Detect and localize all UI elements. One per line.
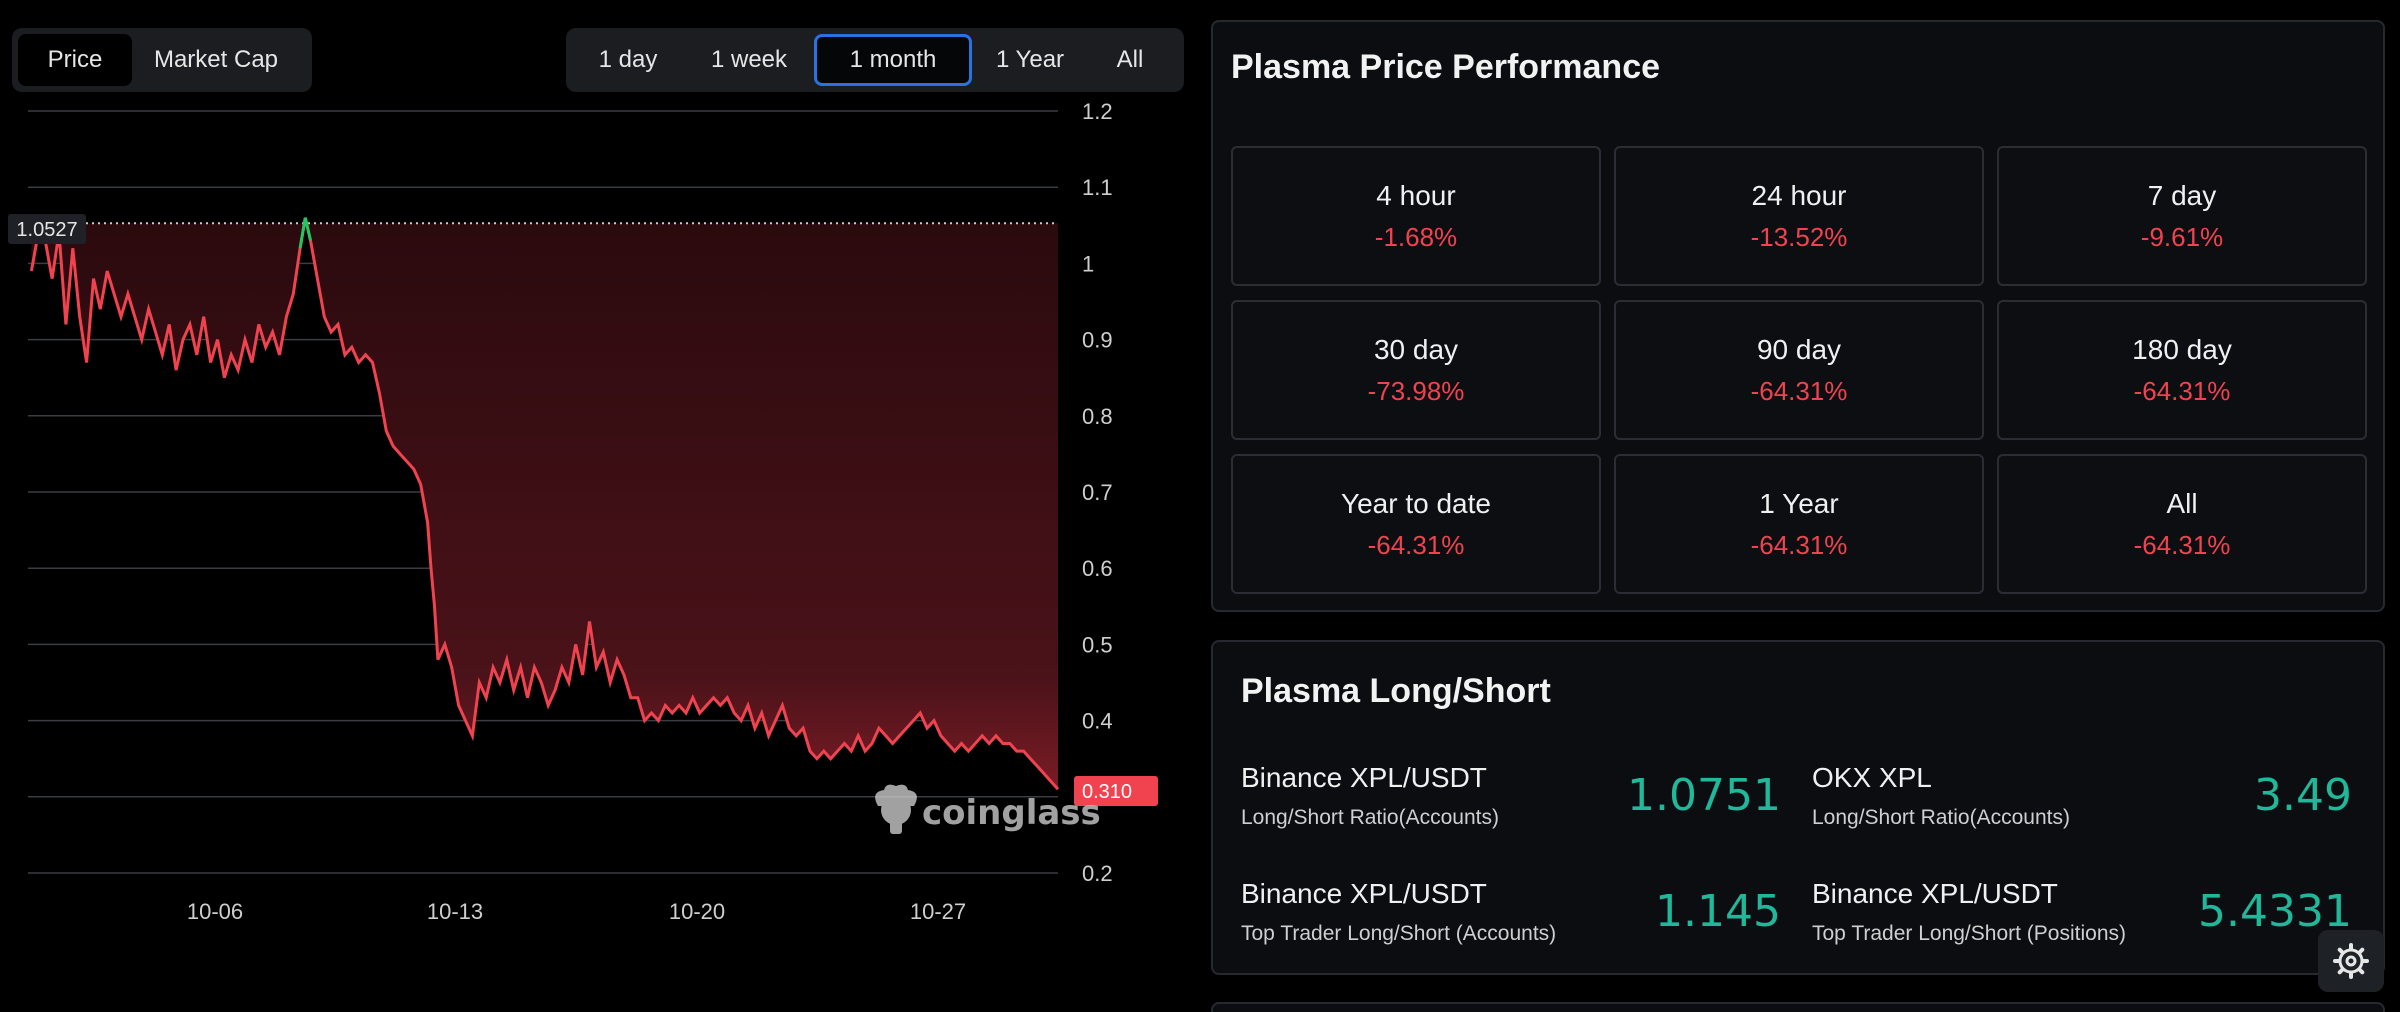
ls-metric-label: Long/Short Ratio(Accounts) (1241, 806, 1499, 829)
range-all[interactable]: All (1116, 46, 1144, 73)
ls-pair-name: OKX XPL (1812, 762, 1932, 793)
y-tick-label: 0.9 (1082, 328, 1113, 353)
long-short-panel: Plasma Long/Short Binance XPL/USDT Long/… (1211, 640, 2385, 975)
long-short-item[interactable]: OKX XPL Long/Short Ratio(Accounts) 3.49 (1812, 762, 2352, 852)
y-tick-label: 0.5 (1082, 632, 1113, 657)
perf-value: -64.31% (2133, 375, 2231, 406)
perf-value: -1.68% (1374, 221, 1458, 252)
perf-cell-30-day: 30 day -73.98% (1231, 300, 1601, 440)
perf-label: 180 day (2132, 333, 2232, 365)
range-1-day[interactable]: 1 day (598, 46, 658, 73)
perf-label: 4 hour (1376, 179, 1456, 211)
y-axis-ticks: 1.21.110.90.80.70.60.50.40.30.2 (1082, 99, 1113, 886)
price-area-fill (31, 217, 1058, 790)
x-tick-label: 10-20 (669, 899, 725, 924)
price-line (29, 217, 1060, 791)
settings-button[interactable] (2318, 930, 2384, 992)
ls-metric-label: Long/Short Ratio(Accounts) (1812, 806, 2070, 829)
performance-grid: 4 hour -1.68% 24 hour -13.52% 7 day -9.61% … (1231, 146, 2367, 594)
perf-value: -73.98% (1367, 375, 1465, 406)
y-tick-label: 0.8 (1082, 404, 1113, 429)
perf-label: 1 Year (1759, 487, 1839, 519)
time-range-toggle: 1 day 1 week 1 month 1 Year All (566, 28, 1184, 92)
y-tick-label: 0.6 (1082, 556, 1113, 581)
ls-ratio-value: 3.49 (2254, 770, 2352, 821)
x-axis-ticks: 10-06 10-13 10-20 10-27 (187, 899, 966, 924)
y-tick-label: 1 (1082, 251, 1094, 276)
coinglass-logo-icon (875, 784, 917, 834)
tab-market-cap[interactable]: Market Cap (153, 46, 279, 73)
high-price-label: 1.0527 (8, 214, 86, 244)
y-tick-label: 1.2 (1082, 99, 1113, 124)
x-tick-label: 10-13 (427, 899, 483, 924)
perf-value: -64.31% (1367, 529, 1465, 560)
range-1-year[interactable]: 1 Year (995, 46, 1065, 73)
perf-value: -9.61% (2140, 221, 2224, 252)
perf-value: -64.31% (1750, 375, 1848, 406)
price-chart[interactable]: 1.21.110.90.80.70.60.50.40.30.2 10-0610-… (0, 0, 1200, 1012)
perf-cell-180-day: 180 day -64.31% (1997, 300, 2367, 440)
ls-metric-label: Top Trader Long/Short (Positions) (1812, 922, 2126, 945)
x-tick-label: 10-06 (187, 899, 243, 924)
ls-ratio-value: 1.0751 (1627, 770, 1781, 821)
watermark: coinglass (875, 784, 1101, 834)
range-1-week[interactable]: 1 week (710, 46, 788, 73)
perf-cell-7-day: 7 day -9.61% (1997, 146, 2367, 286)
perf-label: Year to date (1341, 487, 1491, 519)
y-tick-label: 0.4 (1082, 709, 1113, 734)
perf-cell-4-hour: 4 hour -1.68% (1231, 146, 1601, 286)
long-short-item[interactable]: Binance XPL/USDT Long/Short Ratio(Accoun… (1241, 762, 1781, 852)
next-panel-edge (1211, 1002, 2385, 1012)
long-short-item[interactable]: Binance XPL/USDT Top Trader Long/Short (… (1241, 878, 1781, 968)
long-short-title: Plasma Long/Short (1241, 672, 1551, 710)
y-tick-label: 1.1 (1082, 175, 1113, 200)
ls-pair-name: Binance XPL/USDT (1812, 878, 2058, 909)
high-price-text: 1.0527 (16, 219, 77, 241)
perf-label: 7 day (2147, 179, 2217, 211)
ls-ratio-value: 5.4331 (2198, 886, 2352, 937)
perf-value: -13.52% (1750, 221, 1848, 252)
perf-cell-1-year: 1 Year -64.31% (1614, 454, 1984, 594)
price-performance-panel: Plasma Price Performance 4 hour -1.68% 24… (1211, 20, 2385, 612)
range-1-month[interactable]: 1 month (814, 34, 972, 86)
perf-label: All (2166, 487, 2198, 519)
chart-type-toggle: Price Market Cap (12, 28, 312, 92)
ls-metric-label: Top Trader Long/Short (Accounts) (1241, 922, 1557, 945)
perf-value: -64.31% (1750, 529, 1848, 560)
y-tick-label: 0.7 (1082, 480, 1113, 505)
perf-value: -64.31% (2133, 529, 2231, 560)
perf-cell-24-hour: 24 hour -13.52% (1614, 146, 1984, 286)
perf-cell-year-to-date: Year to date -64.31% (1231, 454, 1601, 594)
long-short-item[interactable]: Binance XPL/USDT Top Trader Long/Short (… (1812, 878, 2352, 968)
price-high-segment (298, 217, 312, 249)
perf-label: 24 hour (1751, 179, 1847, 211)
perf-label: 90 day (1756, 333, 1842, 365)
perf-cell-all: All -64.31% (1997, 454, 2367, 594)
ls-pair-name: Binance XPL/USDT (1241, 878, 1487, 909)
gear-icon (2333, 943, 2369, 979)
current-price-text: 0.310 (1082, 781, 1132, 803)
watermark-text: coinglass (922, 793, 1101, 833)
y-tick-label: 0.2 (1082, 861, 1113, 886)
perf-cell-90-day: 90 day -64.31% (1614, 300, 1984, 440)
price-performance-title: Plasma Price Performance (1231, 48, 1661, 86)
ls-ratio-value: 1.145 (1655, 886, 1781, 937)
tab-price[interactable]: Price (18, 34, 132, 86)
x-tick-label: 10-27 (910, 899, 966, 924)
perf-label: 30 day (1373, 333, 1459, 365)
ls-pair-name: Binance XPL/USDT (1241, 762, 1487, 793)
current-price-label: 0.310 (1074, 776, 1158, 806)
